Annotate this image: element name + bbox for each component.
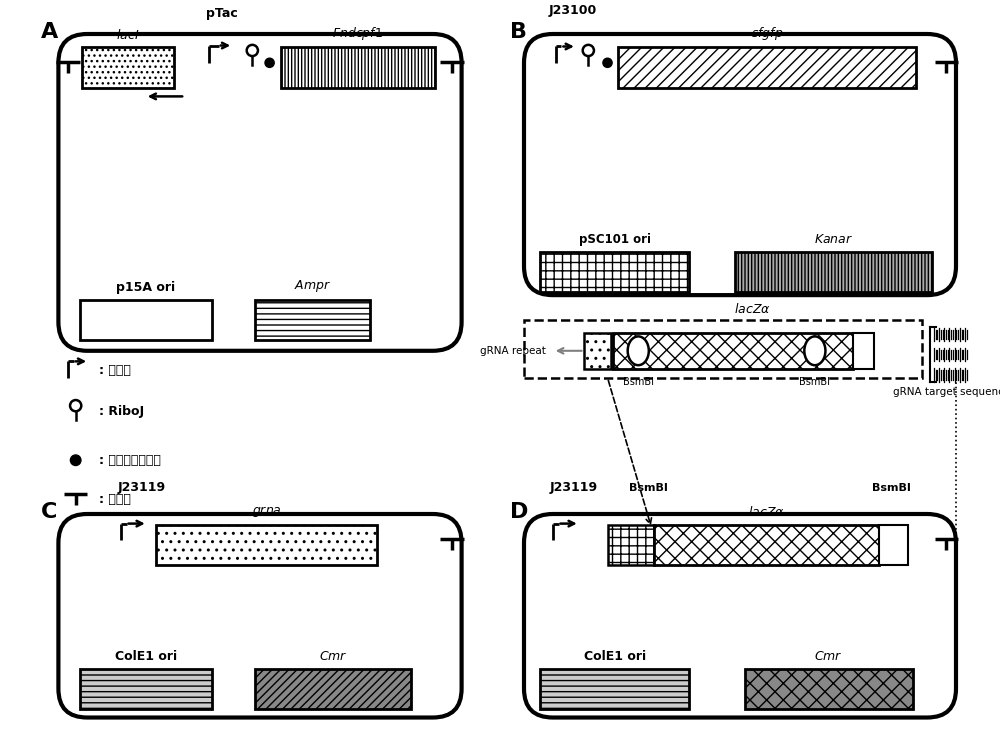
Text: $\it{Ampr}$: $\it{Ampr}$ xyxy=(294,278,331,295)
Text: p15A ori: p15A ori xyxy=(116,281,175,295)
Bar xyxy=(618,47,916,88)
Text: $\it{Cmr}$: $\it{Cmr}$ xyxy=(319,650,347,663)
Text: pSC101 ori: pSC101 ori xyxy=(579,233,651,246)
Text: BsmBI: BsmBI xyxy=(799,377,830,387)
Text: J23100: J23100 xyxy=(549,4,597,17)
Bar xyxy=(255,300,370,340)
Text: : 启动子: : 启动子 xyxy=(99,363,131,377)
Text: BsmBI: BsmBI xyxy=(623,377,654,387)
Bar xyxy=(608,525,654,565)
Bar xyxy=(156,525,377,565)
Bar xyxy=(524,320,922,377)
Ellipse shape xyxy=(628,337,649,366)
Circle shape xyxy=(603,58,612,67)
Text: gRNA repeat: gRNA repeat xyxy=(480,346,546,356)
Bar xyxy=(82,47,174,88)
Text: : 终止子: : 终止子 xyxy=(99,493,131,506)
Text: BsmBI: BsmBI xyxy=(629,483,668,493)
Text: gRNA target sequence: gRNA target sequence xyxy=(893,387,1000,397)
Bar xyxy=(255,668,411,709)
Text: A: A xyxy=(41,22,58,42)
Text: J23119: J23119 xyxy=(118,481,166,494)
Bar xyxy=(540,252,689,292)
Text: D: D xyxy=(510,502,528,522)
Text: pTac: pTac xyxy=(206,7,237,20)
Bar xyxy=(540,668,689,709)
Text: J23119: J23119 xyxy=(550,481,598,494)
Bar xyxy=(281,47,435,88)
Bar xyxy=(80,300,212,340)
Ellipse shape xyxy=(804,337,825,366)
Bar xyxy=(584,332,611,369)
Text: $\it{Kanar}$: $\it{Kanar}$ xyxy=(814,233,853,246)
Text: C: C xyxy=(41,502,57,522)
Bar xyxy=(613,332,853,369)
Bar xyxy=(654,525,879,565)
Text: $\it{grna}$: $\it{grna}$ xyxy=(252,504,282,519)
Text: ColE1 ori: ColE1 ori xyxy=(584,650,646,663)
Text: $\it{Fndcpf1}$: $\it{Fndcpf1}$ xyxy=(332,24,383,41)
Circle shape xyxy=(70,455,81,465)
Bar xyxy=(879,525,908,565)
Bar xyxy=(745,668,913,709)
Bar xyxy=(80,668,212,709)
Bar xyxy=(853,332,874,369)
Text: $\it{lacZ}\alpha$: $\it{lacZ}\alpha$ xyxy=(748,505,785,519)
Text: B: B xyxy=(510,22,527,42)
Text: : RiboJ: : RiboJ xyxy=(99,405,144,418)
Text: ColE1 ori: ColE1 ori xyxy=(115,650,177,663)
Text: $\it{lacI}$: $\it{lacI}$ xyxy=(116,27,140,41)
Text: $\it{sfgfp}$: $\it{sfgfp}$ xyxy=(751,24,783,41)
Bar xyxy=(735,252,932,292)
Text: $\it{Cmr}$: $\it{Cmr}$ xyxy=(814,650,843,663)
Text: $\it{lacZ}\alpha$: $\it{lacZ}\alpha$ xyxy=(734,302,770,316)
Text: : 核糖体结合序列: : 核糖体结合序列 xyxy=(99,454,161,467)
Circle shape xyxy=(265,58,274,67)
Text: BsmBI: BsmBI xyxy=(872,483,911,493)
